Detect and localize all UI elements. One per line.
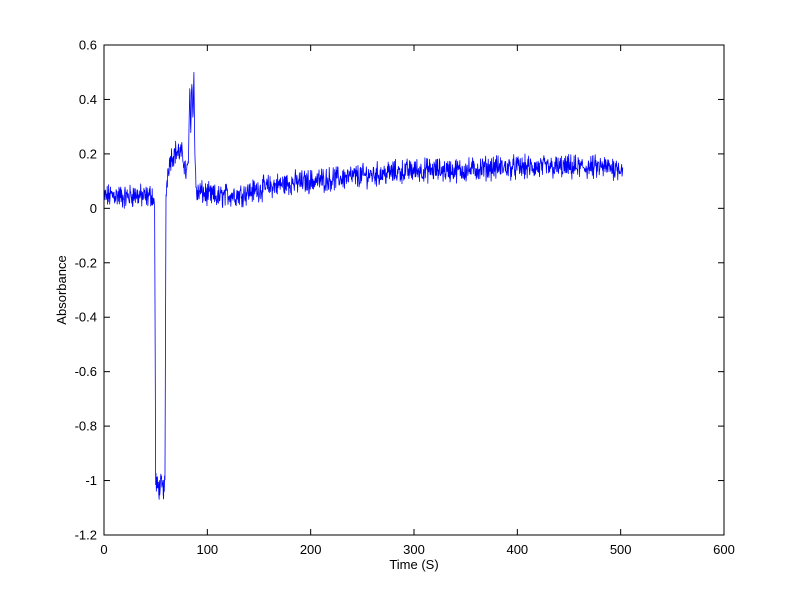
axes-box: [103, 44, 725, 536]
y-tick-label: 0.2: [79, 146, 97, 161]
y-tick-label: -0.4: [75, 310, 97, 325]
y-tick-label: -1: [85, 473, 97, 488]
x-tick-label: 100: [196, 542, 218, 557]
y-axis-label: Absorbance: [54, 255, 69, 324]
x-tick-label: 400: [506, 542, 528, 557]
x-tick-label: 0: [100, 542, 107, 557]
y-tick-label: -0.2: [75, 255, 97, 270]
x-tick-label: 300: [403, 542, 425, 557]
plot-area: [103, 72, 624, 500]
x-tick-label: 200: [300, 542, 322, 557]
y-tick-label: 0.6: [79, 38, 97, 53]
y-axis: -1.2 -1 -0.8 -0.6 -0.4 -0.2 0 0.2 0.4 0.6: [75, 38, 724, 543]
x-tick-label: 500: [610, 542, 632, 557]
y-tick-label: -0.8: [75, 419, 97, 434]
y-tick-label: 0.4: [79, 92, 97, 107]
y-tick-label: 0: [90, 201, 97, 216]
y-tick-label: -1.2: [75, 528, 97, 543]
x-tick-label: 600: [713, 542, 735, 557]
series-line-0: [103, 72, 624, 500]
y-tick-label: -0.6: [75, 364, 97, 379]
x-axis-label: Time (S): [389, 557, 438, 572]
